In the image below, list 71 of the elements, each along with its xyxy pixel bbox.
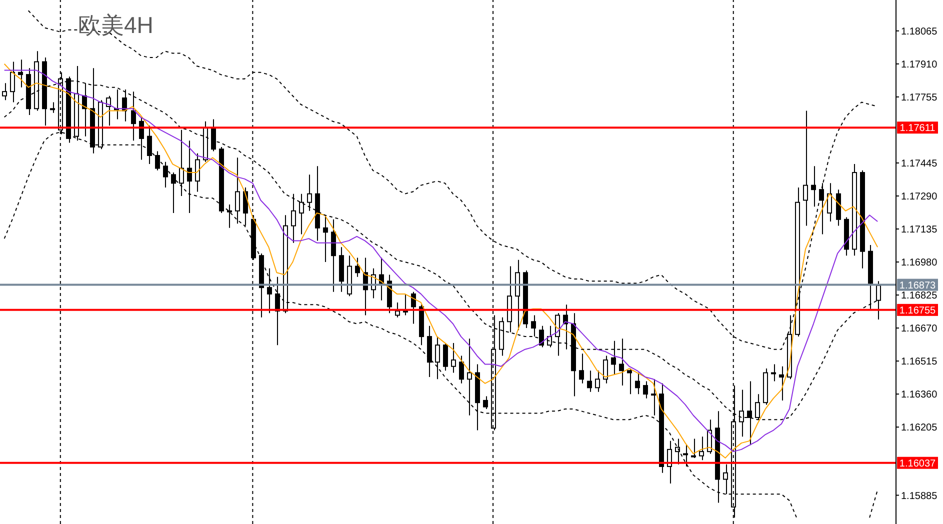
candlestick: [803, 110, 808, 226]
candlestick: [595, 370, 600, 392]
candlestick: [291, 193, 296, 244]
candlestick: [811, 166, 816, 208]
candlestick: [395, 302, 400, 318]
candlestick: [467, 338, 472, 416]
candlestick: [643, 380, 648, 399]
candlestick: [235, 157, 240, 224]
y-tick-label: 1.16825: [901, 290, 938, 302]
candlestick: [603, 355, 608, 384]
candlestick: [771, 364, 776, 382]
candlestick: [227, 204, 232, 228]
ref-line-label: 1.16873: [899, 280, 936, 292]
candlestick: [587, 370, 592, 392]
candlestick: [579, 353, 584, 384]
candlestick: [411, 291, 416, 324]
candlestick: [683, 444, 688, 467]
candlestick: [10, 61, 15, 103]
candlestick: [627, 368, 632, 395]
candlestick: [187, 140, 192, 214]
candlestick: [155, 150, 160, 171]
candlestick: [106, 95, 111, 126]
candlestick: [435, 336, 440, 380]
candlestick: [355, 257, 360, 278]
candlestick: [163, 161, 168, 188]
candlestick: [443, 342, 448, 372]
y-tick-label: 1.16360: [901, 390, 938, 401]
candlestick: [819, 182, 824, 235]
candlestick: [667, 440, 672, 484]
candlestick: [299, 193, 304, 235]
y-tick-label: 1.16670: [901, 324, 938, 335]
candlestick: [323, 214, 328, 262]
candlestick: [243, 186, 248, 226]
ref-line-label: 1.16755: [899, 305, 936, 316]
candlestick: [827, 182, 832, 222]
text: 欧美4H: [78, 11, 154, 39]
candlestick: [451, 342, 456, 374]
candlestick: [50, 102, 55, 114]
candlestick: [531, 314, 536, 338]
ref-line-label: 1.17611: [900, 123, 936, 134]
candlestick: [635, 372, 640, 395]
candlestick: [611, 340, 616, 376]
candlestick: [331, 218, 336, 292]
candlestick: [651, 378, 656, 416]
candlestick: [195, 152, 200, 192]
candlestick: [307, 174, 312, 212]
y-tick-label: 1.17755: [901, 92, 938, 104]
y-tick-label: 1.18065: [901, 26, 938, 38]
candlestick: [619, 338, 624, 386]
ref-line-label: 1.16037: [899, 458, 936, 470]
candlestick: [539, 325, 544, 348]
candlestick: [131, 91, 136, 142]
y-tick-label: 1.17290: [901, 192, 938, 203]
y-tick-label: 1.16980: [901, 258, 938, 269]
candlestick: [483, 396, 488, 410]
y-tick-label: 1.17910: [901, 59, 938, 70]
candlestick: [779, 366, 784, 401]
candlestick: [267, 268, 272, 314]
candlestick: [171, 172, 176, 214]
candlestick: [18, 59, 23, 88]
candlestick: [699, 436, 704, 461]
candlestick: [211, 118, 216, 152]
y-tick-label: 1.17135: [901, 224, 938, 236]
candlestick: [515, 259, 520, 331]
y-tick-label: 1.15885: [901, 490, 938, 502]
candlestick: [691, 438, 696, 458]
y-tick-label: 1.17445: [901, 158, 938, 170]
candlestick: [723, 464, 728, 495]
y-tick-label: 1.16515: [901, 356, 938, 368]
y-tick-label: 1.16205: [901, 422, 938, 434]
candlestick: [459, 355, 464, 384]
